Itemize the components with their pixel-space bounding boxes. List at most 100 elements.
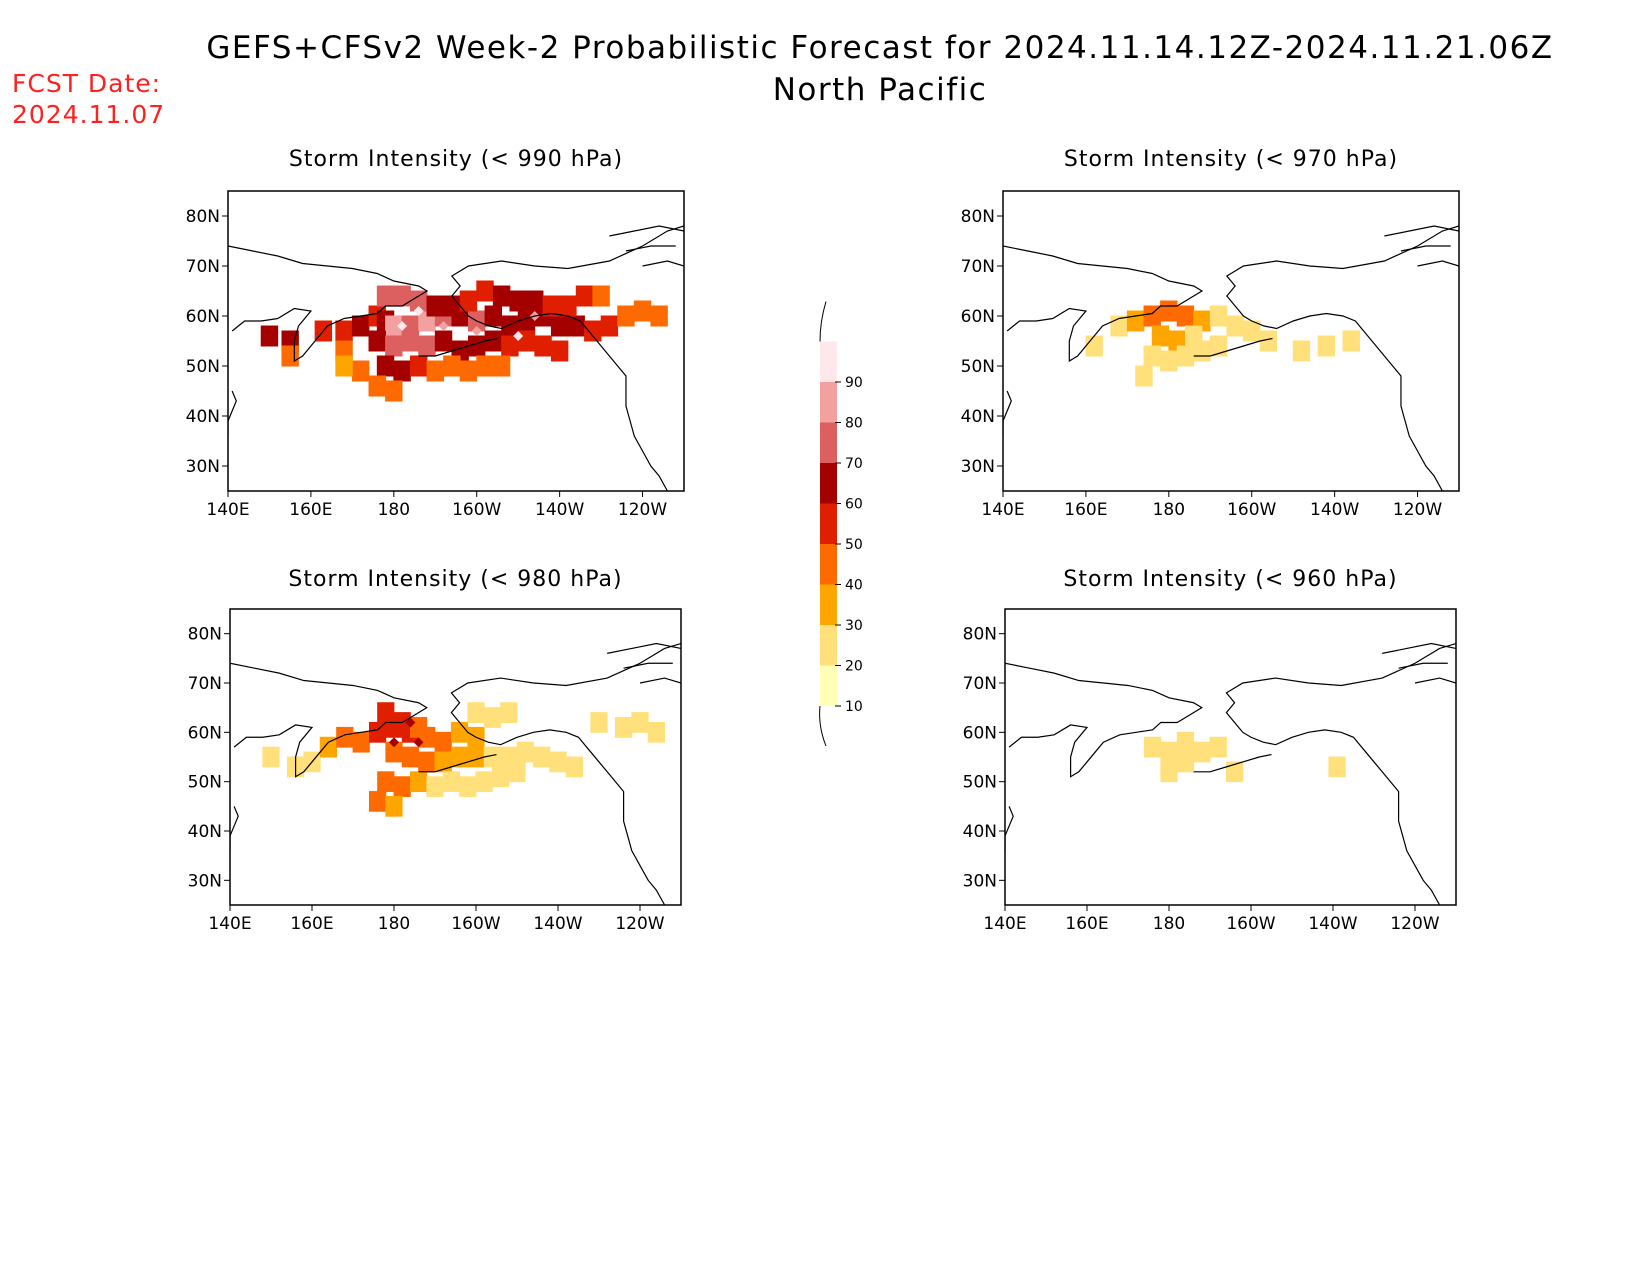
probability-cell xyxy=(443,355,461,377)
probability-cell xyxy=(434,330,453,352)
probability-cell xyxy=(484,330,503,352)
coastline xyxy=(1003,225,1459,491)
probability-cell xyxy=(1225,761,1244,783)
probability-cell xyxy=(532,746,551,768)
title-line-1: GEFS+CFSv2 Week-2 Probabilistic Forecast… xyxy=(206,30,1554,66)
y-tick-label: 60N xyxy=(186,307,220,327)
x-tick-label: 160E xyxy=(1064,500,1107,520)
map-panel-960: Storm Intensity (< 960 hPa) 140E 160E 180 16… xyxy=(963,567,1457,934)
probability-cell xyxy=(335,355,353,377)
probability-cell xyxy=(575,285,594,307)
probability-cell xyxy=(336,726,354,748)
x-tick-label: 160W xyxy=(1227,500,1276,520)
probability-cell xyxy=(1085,335,1103,357)
probability-field xyxy=(1085,300,1360,387)
probability-cell xyxy=(631,712,649,733)
forecast-date-value: 2024.11.07 xyxy=(12,100,166,129)
probability-cell xyxy=(1226,315,1244,337)
x-tick-label: 140E xyxy=(206,500,249,520)
probability-cell xyxy=(617,305,635,327)
x-tick-label: 160E xyxy=(1065,914,1108,934)
x-tick-label: 120W xyxy=(618,500,667,520)
colorbar-tick-label: 80 xyxy=(845,416,863,432)
y-tick-label: 70N xyxy=(188,674,222,694)
x-tick-label: 160W xyxy=(1226,914,1275,934)
probability-cell xyxy=(1160,741,1178,763)
probability-cell xyxy=(376,355,395,377)
colorbar-tick-label: 70 xyxy=(845,456,863,472)
probability-cell xyxy=(1342,330,1360,352)
probability-cell xyxy=(509,290,527,312)
panel-title: Storm Intensity (< 960 hPa) xyxy=(1063,567,1397,592)
colorbar-swatch xyxy=(820,544,837,585)
y-tick-label: 70N xyxy=(961,257,995,277)
y-tick-label: 40N xyxy=(961,407,995,427)
coastline xyxy=(228,225,684,491)
probability-cell xyxy=(368,375,386,397)
x-tick-label: 140W xyxy=(1308,914,1357,934)
forecast-date-label: FCST Date: xyxy=(12,69,162,98)
y-tick-label: 80N xyxy=(961,207,995,227)
probability-cell xyxy=(351,360,370,382)
probability-cell xyxy=(376,285,395,307)
probability-cell xyxy=(351,315,370,337)
probability-cell xyxy=(1151,325,1170,347)
y-tick-label: 60N xyxy=(963,723,997,743)
probability-cell xyxy=(516,741,534,763)
probability-cell xyxy=(393,776,411,797)
probability-cell xyxy=(393,285,411,307)
probability-cell xyxy=(409,355,428,377)
map-frame xyxy=(1004,608,1457,906)
probability-cell xyxy=(377,702,395,723)
probability-cell xyxy=(1176,731,1195,753)
probability-cell xyxy=(1209,736,1227,758)
x-tick-label: 140W xyxy=(1310,500,1359,520)
probability-cell xyxy=(584,320,602,342)
probability-cell xyxy=(368,330,386,352)
map-frame xyxy=(227,190,685,492)
colorbar-swatch xyxy=(820,584,837,625)
probability-cell xyxy=(647,721,666,743)
x-tick-label: 160E xyxy=(290,914,333,934)
map-panel-970: Storm Intensity (< 970 hPa) 140E 160E 180 16… xyxy=(961,147,1460,520)
colorbar-tick-label: 20 xyxy=(845,659,863,675)
probability-cell xyxy=(1193,741,1211,763)
probability-cell xyxy=(260,325,279,347)
probability-hotspot xyxy=(438,321,449,331)
probability-cell xyxy=(1243,320,1261,342)
probability-cell xyxy=(600,315,619,337)
colorbar-swatch xyxy=(820,382,837,423)
y-tick-label: 50N xyxy=(963,773,997,793)
panel-title: Storm Intensity (< 980 hPa) xyxy=(288,567,622,592)
x-tick-label: 120W xyxy=(615,914,664,934)
colorbar-swatch xyxy=(820,625,837,666)
colorbar-tick-label: 60 xyxy=(845,497,863,513)
probability-field xyxy=(1143,731,1346,783)
probability-cell xyxy=(1126,310,1145,332)
probability-cell xyxy=(409,290,428,312)
probability-cell xyxy=(442,771,461,793)
y-tick-label: 30N xyxy=(961,457,995,477)
probability-hotspot xyxy=(413,737,424,748)
probability-cell xyxy=(262,746,280,768)
probability-cell xyxy=(450,721,469,743)
probability-cell xyxy=(550,315,569,337)
probability-cell xyxy=(565,756,584,778)
probability-cell xyxy=(393,360,411,382)
probability-cell xyxy=(443,295,461,317)
y-tick-label: 70N xyxy=(963,674,997,694)
y-tick-label: 30N xyxy=(186,457,220,477)
probability-cell xyxy=(385,380,403,402)
probability-cell xyxy=(1143,345,1161,367)
probability-cell xyxy=(385,795,403,817)
y-tick-label: 40N xyxy=(963,822,997,842)
colorbar-swatch xyxy=(820,665,837,706)
probability-cell xyxy=(550,340,569,362)
colorbar-tick-label: 30 xyxy=(845,618,863,634)
probability-cell xyxy=(1259,330,1278,352)
colorbar-tick-label: 40 xyxy=(845,578,863,594)
probability-cell xyxy=(633,300,652,322)
x-tick-label: 160W xyxy=(452,500,501,520)
y-tick-label: 30N xyxy=(188,871,222,891)
